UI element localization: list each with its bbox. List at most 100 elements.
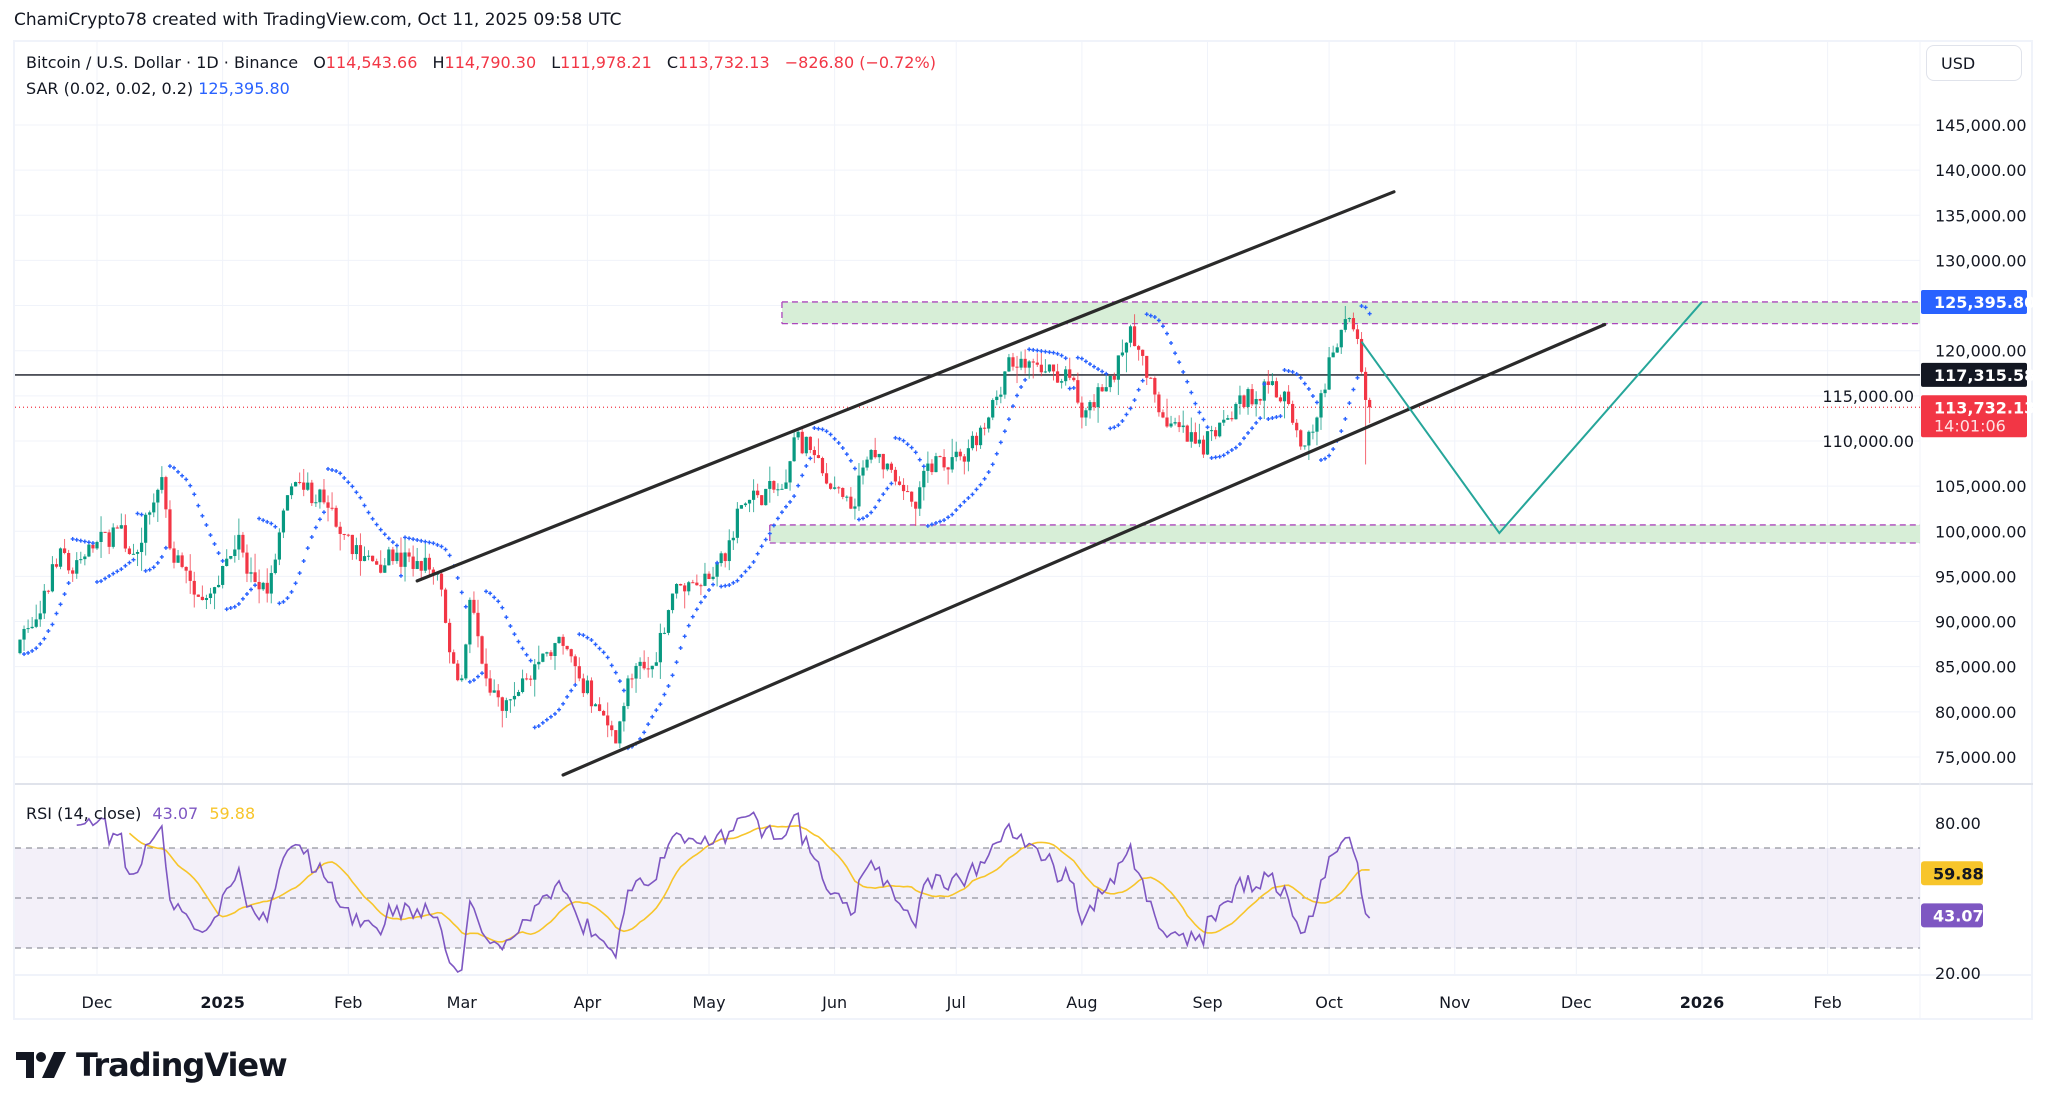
candle-bearish[interactable]: [1274, 377, 1279, 398]
candle-bullish[interactable]: [1307, 430, 1311, 461]
candle-bullish[interactable]: [1064, 366, 1068, 386]
candle-bullish[interactable]: [1047, 364, 1052, 373]
candle-bullish[interactable]: [764, 488, 768, 506]
candle-bearish[interactable]: [614, 730, 618, 744]
channel-lower-line[interactable]: [561, 322, 1607, 777]
candle-bearish[interactable]: [699, 583, 703, 596]
candle-bearish[interactable]: [1072, 376, 1076, 382]
candle-bearish[interactable]: [1149, 376, 1153, 379]
candle-bearish[interactable]: [589, 677, 594, 713]
candle-bearish[interactable]: [500, 696, 504, 728]
candle-bearish[interactable]: [180, 552, 184, 569]
candle-bearish[interactable]: [1368, 397, 1372, 424]
candle-bearish[interactable]: [188, 554, 192, 594]
candle-bullish[interactable]: [1270, 373, 1274, 386]
candle-bearish[interactable]: [346, 533, 350, 538]
candle-bullish[interactable]: [176, 549, 180, 563]
candle-bearish[interactable]: [322, 478, 326, 505]
candle-bullish[interactable]: [383, 558, 387, 573]
candle-bullish[interactable]: [1282, 390, 1287, 419]
candle-bearish[interactable]: [1055, 363, 1060, 383]
candle-bullish[interactable]: [743, 502, 748, 507]
candle-bearish[interactable]: [164, 475, 168, 518]
candle-bearish[interactable]: [881, 453, 885, 479]
candle-bullish[interactable]: [1007, 353, 1011, 372]
candle-bullish[interactable]: [1331, 345, 1335, 358]
candle-bullish[interactable]: [233, 535, 237, 563]
candle-bearish[interactable]: [245, 544, 249, 583]
candle-bullish[interactable]: [269, 565, 273, 604]
candle-bearish[interactable]: [184, 566, 188, 584]
sar-label[interactable]: SAR (0.02, 0.02, 0.2): [26, 79, 194, 98]
candle-bearish[interactable]: [1145, 355, 1149, 386]
candle-bearish[interactable]: [196, 594, 200, 598]
candle-bullish[interactable]: [1335, 343, 1339, 353]
candle-bullish[interactable]: [30, 617, 34, 629]
candle-bullish[interactable]: [42, 584, 46, 619]
candle-bearish[interactable]: [910, 491, 914, 507]
candle-bullish[interactable]: [75, 552, 79, 579]
candle-bullish[interactable]: [131, 543, 136, 555]
candle-bullish[interactable]: [50, 556, 55, 593]
candle-bullish[interactable]: [780, 483, 784, 490]
candle-bearish[interactable]: [71, 567, 75, 582]
candle-bullish[interactable]: [508, 698, 513, 713]
resistance-zone[interactable]: [781, 301, 1920, 325]
candle-bullish[interactable]: [622, 702, 626, 732]
candle-bearish[interactable]: [91, 544, 95, 553]
candle-bearish[interactable]: [371, 555, 375, 562]
candle-bearish[interactable]: [480, 635, 484, 665]
candle-bullish[interactable]: [1234, 402, 1238, 420]
candle-bullish[interactable]: [666, 609, 671, 636]
candle-bullish[interactable]: [991, 398, 995, 421]
candle-bearish[interactable]: [1100, 384, 1104, 392]
candle-bullish[interactable]: [970, 431, 975, 451]
candle-bearish[interactable]: [448, 618, 452, 664]
candle-bullish[interactable]: [99, 516, 103, 558]
candle-bullish[interactable]: [58, 547, 63, 570]
candle-bearish[interactable]: [549, 650, 553, 660]
candle-bearish[interactable]: [914, 501, 918, 526]
candle-bullish[interactable]: [792, 430, 796, 462]
candle-bullish[interactable]: [289, 483, 294, 500]
candle-bearish[interactable]: [54, 558, 59, 569]
candle-bullish[interactable]: [715, 560, 719, 587]
candle-bullish[interactable]: [751, 479, 756, 513]
candle-bullish[interactable]: [995, 390, 999, 406]
candle-bullish[interactable]: [83, 554, 87, 566]
candle-bearish[interactable]: [820, 456, 825, 477]
candle-bullish[interactable]: [285, 495, 290, 511]
candle-bearish[interactable]: [1299, 429, 1303, 450]
candle-bearish[interactable]: [192, 571, 196, 608]
candle-bullish[interactable]: [1128, 324, 1133, 348]
candle-bearish[interactable]: [62, 538, 67, 555]
candle-bullish[interactable]: [204, 594, 209, 610]
candle-bullish[interactable]: [1323, 383, 1327, 398]
candle-bearish[interactable]: [1080, 396, 1084, 429]
candle-bullish[interactable]: [504, 697, 508, 719]
candle-bullish[interactable]: [229, 555, 233, 560]
candle-bearish[interactable]: [683, 582, 687, 609]
candle-bullish[interactable]: [221, 565, 225, 589]
candle-bullish[interactable]: [1343, 306, 1347, 333]
candle-bullish[interactable]: [1347, 317, 1351, 322]
candle-bullish[interactable]: [111, 523, 115, 549]
candle-bullish[interactable]: [38, 600, 42, 627]
candle-bullish[interactable]: [545, 651, 549, 657]
candle-bearish[interactable]: [1051, 364, 1056, 381]
candle-bearish[interactable]: [200, 585, 204, 601]
candle-bullish[interactable]: [1043, 359, 1048, 374]
candle-bullish[interactable]: [22, 625, 26, 651]
candle-bullish[interactable]: [662, 627, 667, 635]
candle-bullish[interactable]: [861, 460, 865, 485]
candle-bullish[interactable]: [1116, 355, 1120, 395]
candle-bearish[interactable]: [265, 568, 269, 603]
candle-bullish[interactable]: [1003, 370, 1007, 399]
candle-bearish[interactable]: [419, 560, 423, 581]
candle-bullish[interactable]: [1084, 407, 1088, 426]
candle-bullish[interactable]: [135, 549, 140, 567]
candle-bullish[interactable]: [776, 483, 780, 497]
candle-bearish[interactable]: [1165, 398, 1169, 428]
candle-bearish[interactable]: [1039, 352, 1043, 377]
candle-bullish[interactable]: [934, 452, 938, 473]
